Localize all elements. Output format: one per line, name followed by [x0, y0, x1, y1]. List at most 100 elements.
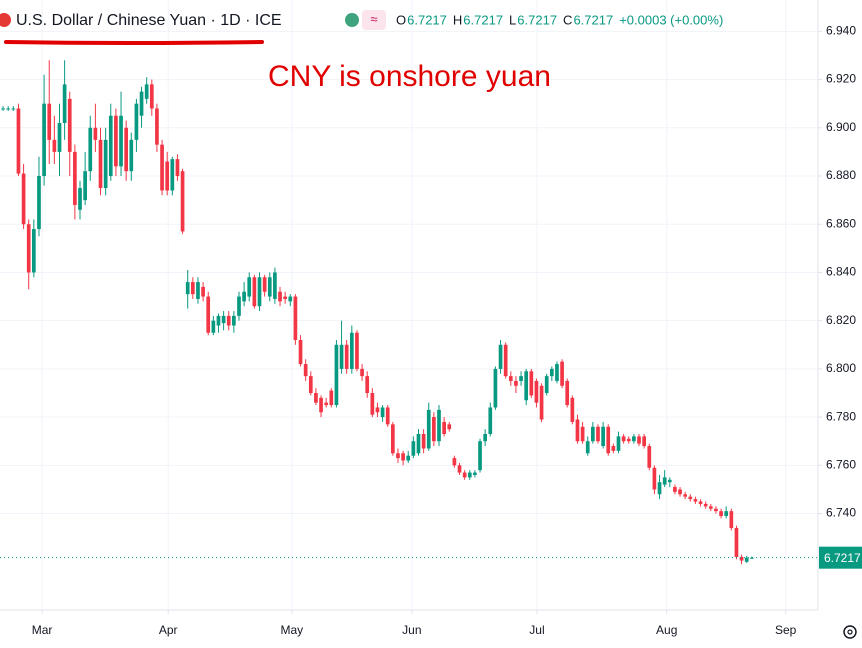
y-tick-label: 6.780 [826, 409, 856, 423]
candle-body [473, 472, 477, 475]
y-tick-label: 6.740 [826, 506, 856, 520]
candle-body [529, 371, 534, 396]
candle-body [6, 108, 11, 110]
header-text: 6.7217 [407, 12, 447, 27]
candle-body [267, 277, 272, 297]
candle-body [314, 393, 318, 403]
candle-body [457, 465, 462, 473]
candle-body [508, 376, 513, 381]
candle-body [160, 144, 164, 191]
candle-body [416, 433, 421, 454]
candle-body [555, 364, 559, 381]
candle-body [52, 139, 57, 152]
candle-body [591, 426, 595, 442]
candle-body [380, 407, 385, 418]
y-tick-label: 6.840 [826, 265, 856, 279]
candle-body [211, 320, 216, 333]
candle-body [411, 441, 416, 456]
candle-body [729, 511, 734, 529]
candle-body [355, 332, 359, 369]
candle-body [21, 173, 26, 225]
candle-body [406, 455, 411, 461]
candle-body [524, 371, 529, 401]
candle-body [667, 479, 672, 483]
y-tick-label: 6.940 [826, 24, 856, 38]
x-tick-label: Jul [529, 623, 544, 637]
candle-body [637, 436, 641, 444]
candle-body [606, 426, 611, 454]
candle-body [26, 224, 31, 273]
candle-body [108, 115, 113, 177]
y-tick-label: 6.920 [826, 72, 856, 86]
candle-body [129, 139, 134, 172]
candle-body [657, 482, 662, 495]
candle-body [42, 103, 46, 177]
candle-body [37, 176, 41, 230]
candle-body [190, 282, 195, 295]
candle-body [73, 151, 77, 205]
candle-body [426, 409, 431, 449]
candle-body [616, 436, 621, 451]
candle-body [549, 368, 554, 377]
candle-body [144, 84, 149, 99]
candle-body [155, 108, 159, 145]
candle-body [483, 433, 488, 442]
candle-body [683, 494, 688, 497]
candle-body [98, 139, 103, 189]
candle-body [385, 407, 390, 425]
candle-body [596, 426, 600, 442]
candle-body [247, 277, 252, 297]
annotation: CNY is onshore yuan [268, 60, 551, 93]
candle-body [534, 380, 539, 403]
candle-body [621, 436, 626, 442]
candle-body [308, 376, 313, 394]
settings-icon[interactable] [843, 625, 857, 639]
candle-body [570, 397, 575, 422]
candle-body [175, 159, 180, 177]
candle-body [560, 361, 564, 386]
candle-body [611, 446, 616, 451]
candle-body [252, 277, 257, 307]
candle-body [739, 556, 744, 561]
candle-body [498, 344, 503, 369]
candle-body [242, 291, 246, 302]
candle-body [688, 496, 693, 500]
y-tick-label: 6.760 [826, 458, 856, 472]
candle-body [749, 557, 754, 559]
candle-body [673, 487, 677, 492]
candle-body [47, 103, 52, 140]
settings-icon-core[interactable] [847, 629, 853, 635]
candle-body [221, 315, 226, 324]
candle-body [488, 407, 493, 434]
candle-body [32, 229, 36, 273]
candle-body [503, 344, 508, 377]
candle-body [447, 424, 452, 430]
candle-body [88, 127, 93, 172]
candle-body [580, 426, 585, 442]
y-tick-label: 6.880 [826, 168, 856, 182]
ohlc-header: O 6.7217 H 6.7217 L 6.7217 C 6.7217 +0.0003 (+0.… [396, 12, 723, 27]
candle-body [201, 286, 205, 297]
last-price-label: 6.7217 [824, 551, 861, 565]
status-icon [345, 13, 359, 27]
x-tick-label: Mar [32, 623, 53, 637]
candle-body [257, 277, 262, 307]
candle-body [585, 441, 590, 454]
badge-glyph: ≈ [370, 11, 377, 26]
candle-body [601, 426, 605, 447]
x-tick-label: May [280, 623, 303, 637]
candle-body [390, 424, 395, 454]
candle-body [226, 315, 231, 326]
axes: 6.740 6.760 6.780 6.800 6.820 6.840 6.860 6.880… [32, 24, 862, 637]
candle-body [232, 315, 236, 326]
candle-body [103, 139, 108, 189]
candle-body [375, 407, 380, 413]
candle-body [170, 159, 175, 191]
candle-body [401, 453, 405, 461]
header-text: 6.7217 [573, 12, 613, 27]
candle-body [693, 499, 698, 502]
underline [4, 40, 264, 45]
candle-body [370, 393, 375, 415]
candle-body [124, 127, 129, 172]
candle-body [467, 472, 472, 478]
